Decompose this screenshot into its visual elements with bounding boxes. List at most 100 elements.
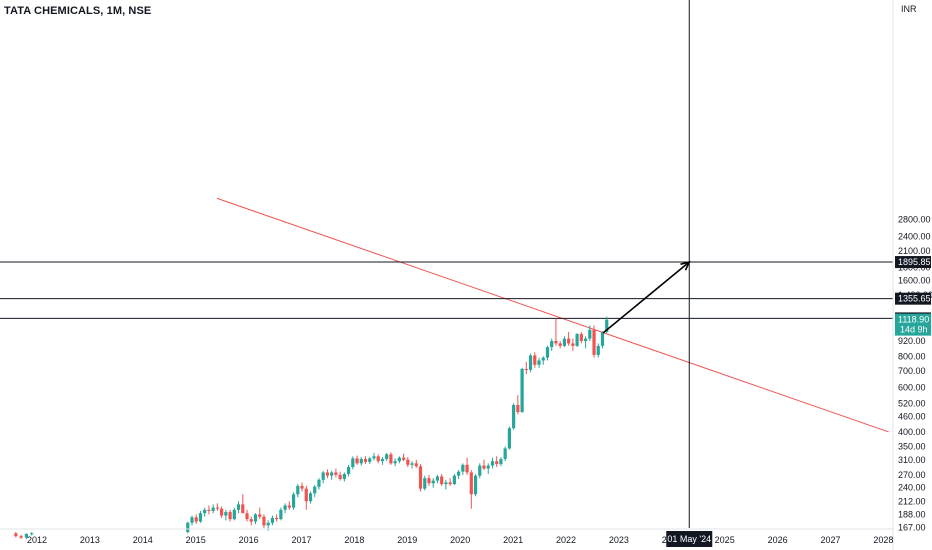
candle[interactable] bbox=[588, 325, 592, 341]
candle[interactable] bbox=[334, 468, 338, 478]
candle[interactable] bbox=[406, 456, 410, 468]
candle[interactable] bbox=[473, 474, 478, 497]
candle[interactable] bbox=[528, 353, 533, 373]
candle[interactable] bbox=[342, 472, 346, 482]
candle[interactable] bbox=[321, 470, 325, 484]
candle[interactable] bbox=[478, 463, 482, 479]
candle[interactable] bbox=[14, 531, 18, 538]
candle[interactable] bbox=[372, 452, 376, 461]
candle[interactable] bbox=[448, 478, 452, 486]
candle[interactable] bbox=[558, 340, 562, 349]
candle[interactable] bbox=[346, 464, 351, 477]
candle[interactable] bbox=[397, 456, 401, 464]
candle[interactable] bbox=[431, 478, 435, 488]
candle[interactable] bbox=[440, 474, 444, 486]
candle[interactable] bbox=[554, 318, 558, 346]
candle[interactable] bbox=[228, 509, 232, 522]
candle[interactable] bbox=[418, 464, 423, 492]
candle[interactable] bbox=[541, 356, 545, 365]
candle[interactable] bbox=[355, 455, 359, 465]
candle[interactable] bbox=[363, 456, 368, 465]
candle[interactable] bbox=[465, 457, 469, 475]
candle[interactable] bbox=[545, 345, 550, 361]
candle[interactable] bbox=[308, 491, 313, 504]
candle[interactable] bbox=[291, 492, 296, 510]
candle[interactable] bbox=[376, 454, 380, 464]
candle[interactable] bbox=[571, 338, 575, 351]
candle[interactable] bbox=[583, 336, 588, 349]
candle[interactable] bbox=[414, 459, 418, 468]
candle[interactable] bbox=[592, 325, 596, 358]
plot-area[interactable] bbox=[0, 0, 893, 540]
candle[interactable] bbox=[194, 514, 198, 525]
candle[interactable] bbox=[275, 514, 279, 522]
candle[interactable] bbox=[575, 332, 579, 348]
candle[interactable] bbox=[444, 479, 448, 490]
candle[interactable] bbox=[579, 331, 583, 344]
candle[interactable] bbox=[393, 458, 397, 467]
resistance-trendline[interactable] bbox=[216, 197, 889, 433]
candle[interactable] bbox=[304, 485, 308, 510]
candle[interactable] bbox=[224, 509, 228, 521]
candle[interactable] bbox=[287, 501, 291, 510]
candle[interactable] bbox=[600, 331, 605, 349]
time-axis[interactable]: 2012 2013 2014 2015 2016 2017 2018 2019 2020 2021… bbox=[0, 528, 893, 547]
candle[interactable] bbox=[524, 361, 528, 374]
candle[interactable] bbox=[338, 471, 342, 481]
candle[interactable] bbox=[270, 515, 275, 526]
candle[interactable] bbox=[186, 521, 190, 534]
candle[interactable] bbox=[368, 456, 372, 465]
candle[interactable] bbox=[452, 474, 456, 486]
candle[interactable] bbox=[359, 456, 363, 466]
candle[interactable] bbox=[380, 456, 385, 465]
candle[interactable] bbox=[533, 352, 537, 368]
projection-arrow-line[interactable] bbox=[602, 261, 690, 334]
price-level-tag[interactable]: 1355.65 bbox=[895, 292, 931, 305]
candle[interactable] bbox=[325, 469, 330, 479]
candle[interactable] bbox=[385, 452, 389, 462]
price-level-tag[interactable]: 1895.85 bbox=[895, 256, 931, 269]
candle[interactable] bbox=[550, 338, 554, 351]
candle[interactable] bbox=[262, 514, 266, 528]
candle[interactable] bbox=[253, 513, 258, 525]
candle[interactable] bbox=[198, 510, 203, 523]
candle[interactable] bbox=[211, 504, 215, 514]
candle[interactable] bbox=[30, 531, 34, 536]
candle[interactable] bbox=[520, 367, 524, 413]
candle[interactable] bbox=[279, 507, 283, 521]
candle[interactable] bbox=[317, 478, 321, 490]
candle[interactable] bbox=[19, 534, 23, 540]
candle[interactable] bbox=[427, 474, 431, 486]
candle[interactable] bbox=[245, 509, 249, 522]
candle[interactable] bbox=[283, 503, 287, 514]
candle[interactable] bbox=[457, 470, 461, 479]
candle[interactable] bbox=[258, 507, 262, 520]
candle[interactable] bbox=[503, 446, 507, 462]
candle[interactable] bbox=[203, 507, 207, 517]
candle[interactable] bbox=[313, 485, 317, 498]
candle[interactable] bbox=[469, 470, 473, 509]
candle[interactable] bbox=[330, 470, 334, 480]
candle[interactable] bbox=[401, 453, 406, 462]
candle[interactable] bbox=[249, 516, 253, 526]
candle[interactable] bbox=[236, 501, 241, 514]
candle[interactable] bbox=[495, 456, 499, 468]
candle[interactable] bbox=[507, 426, 511, 450]
candle[interactable] bbox=[389, 452, 393, 465]
candle[interactable] bbox=[190, 515, 194, 526]
candle[interactable] bbox=[490, 457, 495, 469]
candle[interactable] bbox=[296, 484, 300, 498]
candle[interactable] bbox=[486, 463, 490, 475]
candle[interactable] bbox=[512, 403, 516, 430]
candle[interactable] bbox=[351, 456, 355, 470]
candle[interactable] bbox=[516, 395, 520, 415]
candle[interactable] bbox=[423, 475, 427, 491]
candle[interactable] bbox=[24, 533, 29, 540]
candle[interactable] bbox=[461, 463, 465, 475]
price-axis[interactable]: INR 167.00 188.00 212.00 240.00 270.00 310.00 3… bbox=[892, 0, 932, 550]
candle[interactable] bbox=[232, 507, 236, 521]
candle[interactable] bbox=[241, 494, 245, 514]
candle[interactable] bbox=[482, 459, 486, 471]
candle[interactable] bbox=[567, 331, 571, 346]
